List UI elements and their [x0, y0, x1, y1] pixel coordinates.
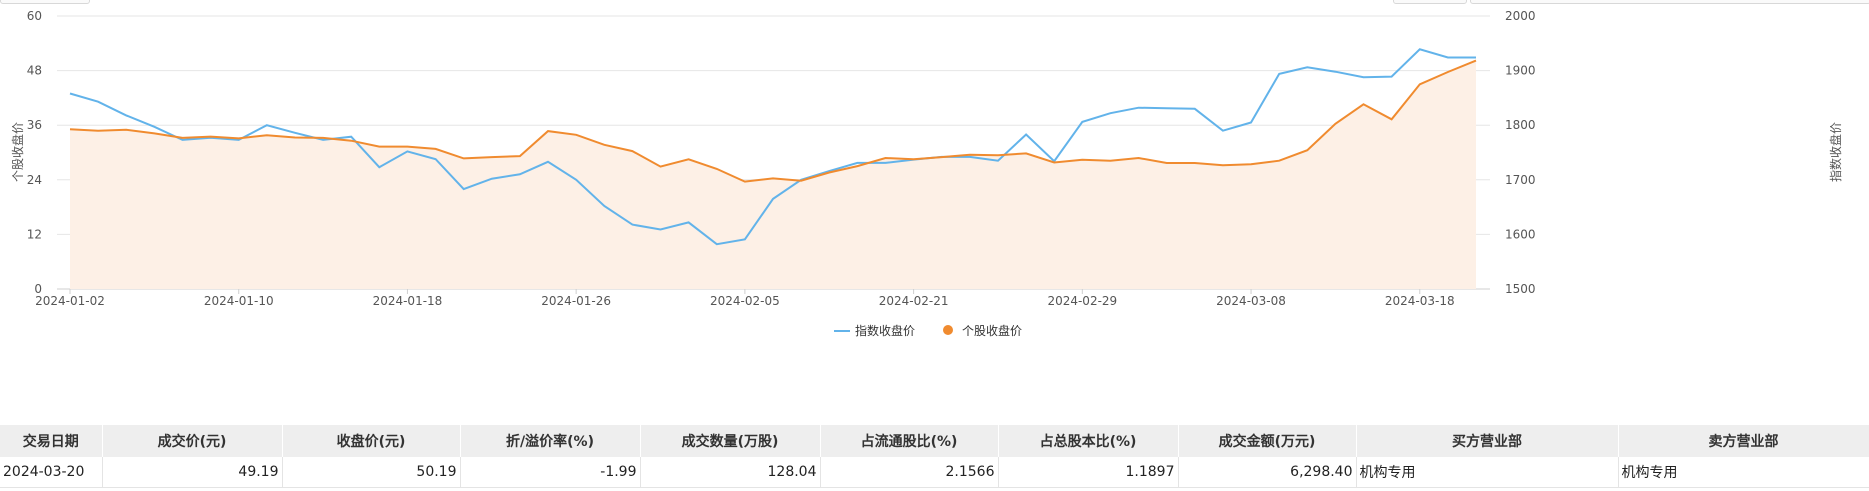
index-close-line — [69, 48, 1476, 246]
legend-index-label[interactable]: 指数收盘价 — [855, 323, 915, 338]
right-y-axis-ticks: 1500 1600 1700 1800 1900 2000 — [1505, 9, 1536, 296]
col-total-ratio[interactable]: 占总股本比(%) — [998, 425, 1179, 457]
table-row: 2024-03-20 49.19 50.19 -1.99 128.04 2.15… — [0, 457, 1869, 488]
left-y-axis-ticks: 0 12 24 36 48 60 — [27, 9, 42, 296]
x-axis-ticks: 2024-01-02 2024-01-10 2024-01-18 2024-01-26… — [35, 289, 1455, 308]
right-y-tick-label: 1500 — [1505, 282, 1536, 296]
cell-premium-rate: -1.99 — [460, 457, 641, 488]
right-y-tick-label: 1600 — [1505, 227, 1536, 241]
legend-stock-label[interactable]: 个股收盘价 — [962, 323, 1022, 338]
x-tick-label: 2024-01-18 — [373, 294, 443, 308]
x-tick-label: 2024-03-18 — [1385, 294, 1455, 308]
col-trade-date[interactable]: 交易日期 — [0, 425, 103, 457]
right-y-axis-label: 指数收盘价 — [1828, 122, 1843, 182]
left-y-tick-label: 0 — [34, 282, 42, 296]
cell-float-ratio: 2.1566 — [820, 457, 999, 488]
price-chart: 0 12 24 36 48 60 1500 1600 1700 1800 1900 2000 202… — [10, 9, 1843, 338]
stock-close-line — [69, 59, 1477, 183]
col-trade-price[interactable]: 成交价(元) — [102, 425, 283, 457]
cell-seller: 机构专用 — [1618, 457, 1869, 488]
col-close-price[interactable]: 收盘价(元) — [282, 425, 461, 457]
x-tick-label: 2024-02-05 — [710, 294, 780, 308]
col-volume[interactable]: 成交数量(万股) — [640, 425, 821, 457]
col-amount[interactable]: 成交金额(万元) — [1178, 425, 1357, 457]
right-y-tick-label: 1700 — [1505, 173, 1536, 187]
right-y-tick-label: 2000 — [1505, 9, 1536, 23]
col-float-ratio[interactable]: 占流通股比(%) — [820, 425, 999, 457]
x-tick-label: 2024-01-02 — [35, 294, 105, 308]
cell-amount: 6,298.40 — [1178, 457, 1357, 488]
cell-close-price: 50.19 — [282, 457, 461, 488]
cell-total-ratio: 1.1897 — [998, 457, 1179, 488]
left-y-axis-label: 个股收盘价 — [10, 122, 25, 182]
legend-stock-swatch — [943, 325, 953, 335]
cell-trade-price: 49.19 — [102, 457, 283, 488]
stock-price-area — [70, 60, 1476, 289]
x-tick-label: 2024-02-21 — [879, 294, 949, 308]
col-buyer[interactable]: 买方营业部 — [1356, 425, 1619, 457]
left-y-tick-label: 36 — [27, 118, 42, 132]
cell-buyer: 机构专用 — [1356, 457, 1619, 488]
legend[interactable]: 指数收盘价 个股收盘价 — [834, 323, 1022, 338]
left-y-tick-label: 48 — [27, 64, 42, 78]
right-y-tick-label: 1900 — [1505, 64, 1536, 78]
col-seller[interactable]: 卖方营业部 — [1618, 425, 1869, 457]
col-premium-rate[interactable]: 折/溢价率(%) — [460, 425, 641, 457]
top-right-button-2[interactable] — [1470, 0, 1869, 4]
x-tick-label: 2024-02-29 — [1047, 294, 1117, 308]
x-tick-label: 2024-01-10 — [204, 294, 274, 308]
cell-volume: 128.04 — [640, 457, 821, 488]
left-y-tick-label: 24 — [27, 173, 42, 187]
cell-trade-date: 2024-03-20 — [0, 457, 103, 488]
x-tick-label: 2024-01-26 — [541, 294, 611, 308]
x-tick-label: 2024-03-08 — [1216, 294, 1286, 308]
top-left-button[interactable] — [0, 0, 90, 4]
left-y-tick-label: 12 — [27, 227, 42, 241]
table-header-row: 交易日期 成交价(元) 收盘价(元) 折/溢价率(%) 成交数量(万股) 占流通… — [0, 425, 1869, 457]
right-y-tick-label: 1800 — [1505, 118, 1536, 132]
block-trade-table: 交易日期 成交价(元) 收盘价(元) 折/溢价率(%) 成交数量(万股) 占流通… — [0, 425, 1869, 488]
top-right-button-1[interactable] — [1393, 0, 1467, 4]
left-y-tick-label: 60 — [27, 9, 42, 23]
